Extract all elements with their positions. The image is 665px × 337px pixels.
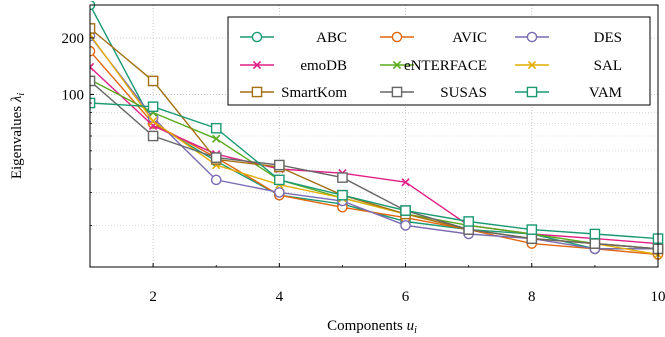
data-point: [401, 178, 410, 187]
x-axis-label-variable: u: [407, 318, 415, 334]
y-tick-label: 100: [62, 87, 85, 103]
legend-marker: [251, 86, 263, 98]
data-point: [147, 75, 159, 87]
data-point: [589, 238, 601, 249]
data-point: [148, 116, 158, 126]
x-axis-label: Components ui: [327, 318, 417, 336]
series-line: [90, 80, 659, 250]
data-point: [526, 224, 538, 235]
legend-box: [227, 16, 651, 106]
data-point: [210, 122, 222, 134]
data-point: [90, 62, 95, 72]
data-point: [589, 228, 601, 240]
legend-item-emodb: emoDB: [240, 58, 347, 74]
legend-marker: [392, 60, 402, 70]
legend: ABC AVIC DES emoDB eNTERFACE SAL SmartKom SUSAS…: [227, 16, 651, 106]
data-point: [463, 216, 474, 227]
legend-label: ABC: [316, 30, 347, 46]
tick-layer: 2 4 6 8 10 100 200: [62, 4, 665, 305]
data-point: [147, 130, 159, 142]
legend-marker: [251, 31, 263, 43]
legend-item-sal: SAL: [515, 58, 622, 74]
x-tick-label: 6: [402, 289, 410, 305]
data-point: [147, 101, 159, 112]
data-point: [212, 134, 221, 143]
legend-marker: [527, 60, 537, 70]
x-tick-label: 8: [528, 289, 536, 305]
legend-label: SAL: [594, 58, 622, 74]
x-tick-label: 10: [651, 289, 665, 305]
legend-marker: [526, 86, 538, 98]
data-point: [337, 189, 348, 201]
x-tick-label: 4: [276, 289, 284, 305]
legend-item-des: DES: [515, 30, 622, 46]
data-point: [274, 174, 285, 186]
legend-marker: [526, 31, 538, 43]
legend-item-enterface: eNTERFACE: [380, 58, 487, 74]
x-axis-label-subscript: i: [414, 325, 417, 336]
legend-label: emoDB: [300, 58, 347, 74]
series-line: [90, 35, 658, 250]
y-axis-label-text: Eigenvalues: [9, 102, 25, 179]
data-point: [210, 174, 222, 186]
legend-item-vam: VAM: [515, 85, 622, 101]
legend-marker: [252, 60, 262, 70]
data-point: [210, 152, 222, 163]
y-axis-label-subscript: i: [16, 93, 27, 96]
y-axis-label: Eigenvalues λi: [9, 93, 27, 180]
data-point: [400, 205, 411, 216]
legend-marker: [391, 31, 403, 43]
data-point: [274, 187, 285, 198]
x-axis-label-text: Components: [327, 318, 407, 334]
legend-label: DES: [594, 30, 622, 46]
legend-label: VAM: [589, 85, 622, 101]
y-tick-label: 200: [62, 31, 85, 47]
legend-marker: [391, 86, 403, 98]
series-line: [90, 66, 659, 245]
data-point: [337, 172, 348, 183]
y-axis-label-variable: λ: [9, 95, 25, 103]
legend-item-abc: ABC: [240, 30, 347, 46]
legend-item-susas: SUSAS: [380, 85, 487, 101]
data-point: [400, 220, 411, 231]
legend-label: AVIC: [452, 30, 487, 46]
series-layer: [90, 1, 664, 260]
legend-label: SmartKom: [281, 85, 347, 101]
data-point: [274, 159, 285, 171]
legend-label: eNTERFACE: [404, 58, 487, 74]
legend-item-avic: AVIC: [380, 30, 487, 46]
legend-label: SUSAS: [440, 85, 487, 101]
data-point: [526, 233, 538, 244]
legend-item-smartkom: SmartKom: [240, 85, 347, 101]
series-line: [90, 102, 659, 240]
x-tick-label: 2: [149, 289, 157, 305]
